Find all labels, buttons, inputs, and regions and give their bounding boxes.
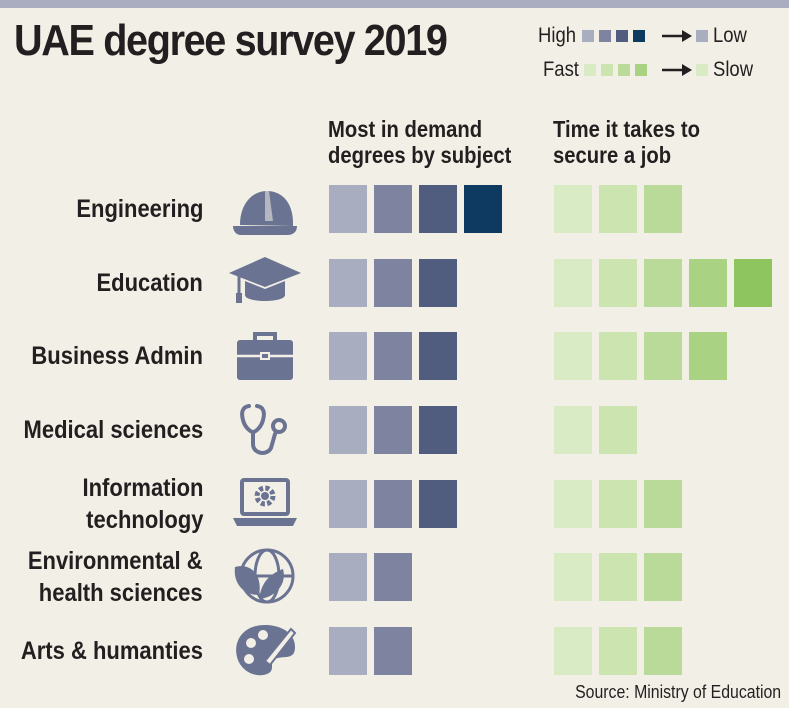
legend-slow-swatch bbox=[696, 64, 708, 76]
arrow-right-icon bbox=[662, 64, 692, 76]
row-label: Information technology bbox=[82, 472, 203, 536]
demand-square bbox=[374, 332, 412, 380]
legend-low-label: Low bbox=[713, 24, 747, 47]
graduation-cap-icon bbox=[229, 253, 301, 313]
time-heading-line-1: Time it takes to bbox=[553, 116, 700, 142]
demand-square bbox=[329, 185, 367, 233]
time-square bbox=[599, 259, 637, 307]
time-square bbox=[689, 259, 727, 307]
time-square bbox=[644, 480, 682, 528]
time-square bbox=[644, 259, 682, 307]
row-label: Engineering bbox=[76, 193, 203, 225]
demand-square bbox=[374, 553, 412, 601]
demand-square bbox=[419, 406, 457, 454]
hard-hat-icon bbox=[229, 179, 301, 239]
legend-fast-label: Fast bbox=[543, 58, 579, 81]
row-label-line: Information bbox=[82, 474, 203, 502]
demand-square bbox=[374, 480, 412, 528]
row-label-line: Medical sciences bbox=[23, 416, 203, 444]
row-label-line: Arts & humanties bbox=[20, 637, 203, 665]
demand-square bbox=[374, 627, 412, 675]
time-square bbox=[599, 406, 637, 454]
demand-square bbox=[374, 185, 412, 233]
demand-square bbox=[419, 259, 457, 307]
time-square bbox=[554, 627, 592, 675]
legend-demand-swatch bbox=[582, 30, 594, 42]
time-square bbox=[599, 332, 637, 380]
legend-time-swatch bbox=[618, 64, 630, 76]
demand-square bbox=[329, 259, 367, 307]
row-label: Environmental & health sciences bbox=[28, 545, 203, 609]
row-label-line: Education bbox=[96, 269, 203, 297]
legend-time-swatch bbox=[584, 64, 596, 76]
top-bar bbox=[0, 0, 789, 8]
demand-square bbox=[374, 406, 412, 454]
time-square bbox=[644, 553, 682, 601]
demand-square bbox=[374, 259, 412, 307]
palette-icon bbox=[229, 621, 301, 681]
time-column-heading: Time it takes to secure a job bbox=[553, 116, 700, 168]
briefcase-icon bbox=[229, 326, 301, 386]
demand-square bbox=[419, 480, 457, 528]
demand-square bbox=[464, 185, 502, 233]
arrow-right-icon bbox=[662, 30, 692, 42]
legend-low-swatch bbox=[696, 30, 708, 42]
row-label-line: Business Admin bbox=[31, 342, 203, 370]
time-square bbox=[599, 627, 637, 675]
time-square bbox=[599, 553, 637, 601]
time-square bbox=[554, 480, 592, 528]
demand-square bbox=[329, 553, 367, 601]
legend-demand-swatch bbox=[633, 30, 645, 42]
time-square bbox=[554, 406, 592, 454]
demand-square bbox=[419, 332, 457, 380]
legend-demand-swatch bbox=[599, 30, 611, 42]
time-square bbox=[734, 259, 772, 307]
time-square bbox=[644, 185, 682, 233]
demand-square bbox=[329, 480, 367, 528]
row-label-line: Engineering bbox=[75, 195, 203, 223]
laptop-gear-icon bbox=[229, 474, 301, 534]
time-square bbox=[554, 259, 592, 307]
demand-square bbox=[329, 406, 367, 454]
row-label-line: Environmental & bbox=[28, 547, 203, 575]
chart-title: UAE degree survey 2019 bbox=[14, 16, 448, 65]
row-label: Medical sciences bbox=[23, 414, 203, 446]
time-square bbox=[554, 185, 592, 233]
time-heading-line-2: secure a job bbox=[553, 142, 672, 168]
demand-heading-line-2: degrees by subject bbox=[328, 142, 512, 168]
stethoscope-icon bbox=[229, 400, 301, 460]
demand-square bbox=[419, 185, 457, 233]
time-square bbox=[554, 553, 592, 601]
demand-column-heading: Most in demand degrees by subject bbox=[328, 116, 511, 168]
row-label: Business Admin bbox=[31, 340, 203, 372]
row-label-line: technology bbox=[85, 506, 203, 534]
legend-time-swatch bbox=[635, 64, 647, 76]
legend-high-label: High bbox=[538, 24, 577, 47]
demand-heading-line-1: Most in demand bbox=[328, 116, 483, 142]
time-square bbox=[554, 332, 592, 380]
time-square bbox=[599, 185, 637, 233]
time-square bbox=[689, 332, 727, 380]
time-square bbox=[644, 332, 682, 380]
demand-square bbox=[329, 332, 367, 380]
source-note: Source: Ministry of Education bbox=[574, 682, 781, 702]
row-label-line: health sciences bbox=[39, 579, 203, 607]
legend-slow-label: Slow bbox=[713, 58, 754, 81]
legend-time-swatch bbox=[601, 64, 613, 76]
time-square bbox=[644, 627, 682, 675]
row-label: Education bbox=[97, 267, 203, 299]
demand-square bbox=[329, 627, 367, 675]
row-label: Arts & humanties bbox=[21, 635, 203, 667]
legend-demand-swatch bbox=[616, 30, 628, 42]
globe-leaf-icon bbox=[229, 547, 301, 607]
time-square bbox=[599, 480, 637, 528]
